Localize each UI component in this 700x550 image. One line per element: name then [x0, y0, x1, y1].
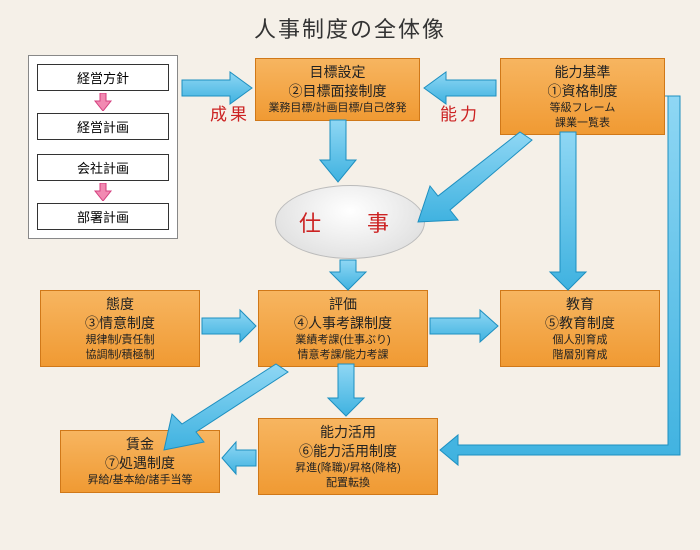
mgmt-panel: 経営方針 経営計画 会社計画 部署計画 — [28, 55, 178, 239]
box-use: 能力活用 ⑥能力活用制度 昇進(降職)/昇格(降格) 配置転換 — [258, 418, 438, 495]
box-header: 能力活用 — [265, 423, 431, 442]
box-line2: ④人事考課制度 — [265, 314, 421, 333]
box-wage: 賃金 ⑦処遇制度 昇給/基本給/諸手当等 — [60, 430, 220, 493]
box-sub: 昇給/基本給/諸手当等 — [67, 473, 213, 488]
box-header: 評価 — [265, 295, 421, 314]
box-edu: 教育 ⑤教育制度 個人別育成 階層別育成 — [500, 290, 660, 367]
box-line2: ⑦処遇制度 — [67, 454, 213, 473]
box-header: 能力基準 — [507, 63, 658, 82]
box-sub: 個人別育成 階層別育成 — [507, 333, 653, 363]
box-line2: ③情意制度 — [47, 314, 193, 333]
box-sub: 業務目標/計画目標/自己啓発 — [262, 101, 413, 116]
box-header: 目標設定 — [262, 63, 413, 82]
box-line2: ⑤教育制度 — [507, 314, 653, 333]
box-header: 教育 — [507, 295, 653, 314]
label-seika: 成果 — [210, 100, 250, 125]
box-header: 態度 — [47, 295, 193, 314]
panel-item: 部署計画 — [37, 203, 169, 230]
panel-item: 会社計画 — [37, 154, 169, 181]
box-eval: 評価 ④人事考課制度 業績考課(仕事ぶり) 情意考課/能力考課 — [258, 290, 428, 367]
pink-arrow — [37, 183, 169, 201]
ellipse-text: 仕 事 — [299, 206, 401, 238]
box-sub: 規律制/責任制 協調制/積極制 — [47, 333, 193, 363]
box-sub: 業績考課(仕事ぶり) 情意考課/能力考課 — [265, 333, 421, 363]
box-sub: 等級フレーム 課業一覧表 — [507, 101, 658, 131]
work-ellipse: 仕 事 — [275, 185, 425, 259]
panel-item: 経営計画 — [37, 113, 169, 140]
pink-arrow — [37, 93, 169, 111]
page-title: 人事制度の全体像 — [0, 0, 700, 44]
box-ability: 能力基準 ①資格制度 等級フレーム 課業一覧表 — [500, 58, 665, 135]
box-goal: 目標設定 ②目標面接制度 業務目標/計画目標/自己啓発 — [255, 58, 420, 121]
box-attitude: 態度 ③情意制度 規律制/責任制 協調制/積極制 — [40, 290, 200, 367]
box-line2: ②目標面接制度 — [262, 82, 413, 101]
label-nouryoku: 能力 — [440, 100, 480, 125]
box-header: 賃金 — [67, 435, 213, 454]
box-sub: 昇進(降職)/昇格(降格) 配置転換 — [265, 461, 431, 491]
panel-item: 経営方針 — [37, 64, 169, 91]
box-line2: ①資格制度 — [507, 82, 658, 101]
box-line2: ⑥能力活用制度 — [265, 442, 431, 461]
